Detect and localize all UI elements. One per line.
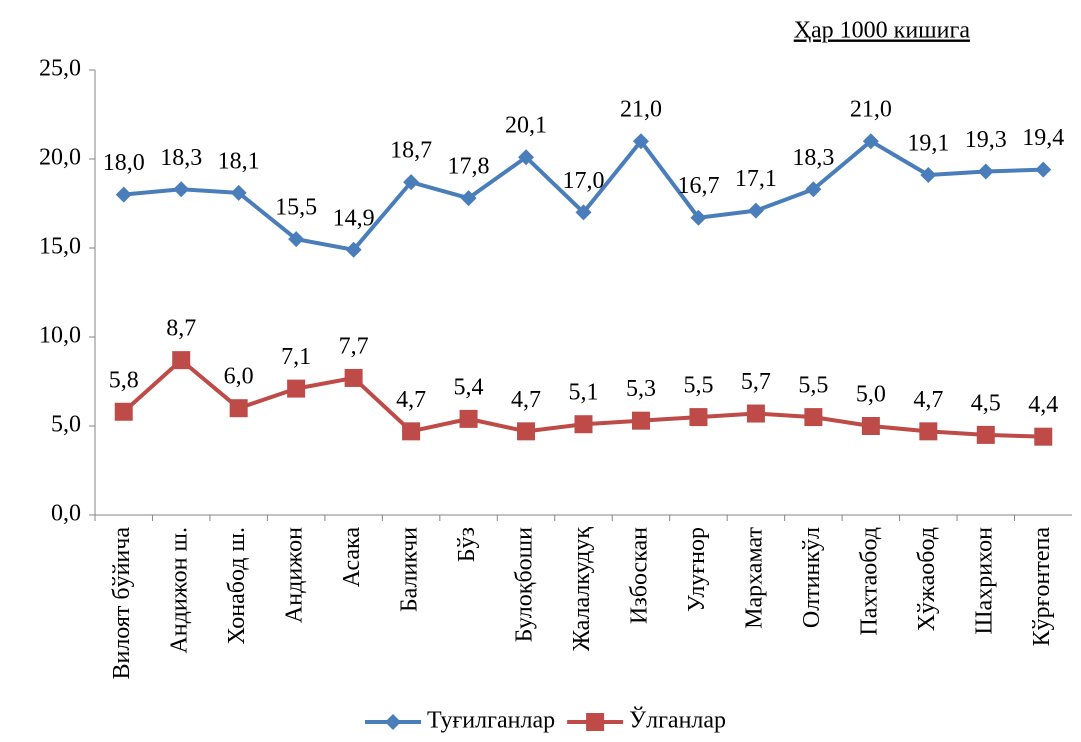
data-label: 5,5 [683, 373, 713, 399]
data-point [287, 379, 306, 398]
chart-subtitle: Ҳар 1000 кишига [794, 18, 971, 44]
data-label: 17,0 [563, 168, 605, 194]
data-label: 18,0 [103, 150, 145, 176]
data-point [172, 351, 191, 370]
data-label: 5,1 [569, 380, 599, 406]
y-tick-label: 10,0 [39, 323, 81, 349]
data-label: 7,1 [281, 344, 311, 370]
data-label: 19,3 [965, 127, 1007, 153]
x-tick-label: Булоқбоши [512, 527, 538, 642]
data-point [861, 417, 880, 435]
data-point [920, 167, 937, 184]
legend-marker [385, 714, 401, 730]
data-label: 4,7 [396, 387, 426, 413]
data-point [229, 399, 248, 418]
data-label: 4,7 [913, 387, 943, 413]
x-tick-label: Олтинкўл [799, 527, 825, 628]
data-point [1035, 161, 1052, 178]
data-label: 5,7 [741, 369, 771, 395]
data-label: 14,9 [333, 205, 375, 231]
x-tick-label: Жалалкудуқ [569, 527, 595, 652]
data-point [115, 186, 132, 203]
data-point [459, 409, 478, 428]
x-tick-label: Пахтаобод [856, 527, 882, 636]
data-label: 5,8 [109, 367, 139, 393]
data-label: 5,3 [626, 376, 656, 402]
x-tick-label: Кўрғонтепа [1029, 527, 1055, 647]
x-tick-label: Андижон [282, 527, 308, 623]
data-label: 21,0 [850, 97, 892, 123]
data-point [575, 204, 592, 221]
data-label: 19,4 [1022, 125, 1064, 151]
data-label: 17,8 [448, 154, 490, 180]
data-point [288, 231, 305, 248]
data-label: 5,0 [856, 382, 886, 408]
data-label: 16,7 [677, 173, 719, 199]
data-point [976, 425, 995, 444]
y-tick-label: 15,0 [39, 234, 81, 260]
data-point [1034, 427, 1053, 446]
data-point [173, 181, 190, 198]
x-tick-label: Избоскан [626, 527, 652, 624]
x-tick-label: Асака [339, 527, 365, 588]
data-label: 15,5 [275, 195, 317, 221]
data-point [518, 149, 535, 166]
data-label: 4,4 [1028, 392, 1058, 418]
data-label: 7,7 [339, 333, 369, 359]
x-tick-label: Баликчи [397, 527, 423, 612]
data-point [403, 174, 420, 191]
y-tick-label: 20,0 [39, 145, 81, 171]
data-label: 21,0 [620, 97, 662, 123]
data-point [574, 415, 593, 434]
data-label: 5,5 [798, 373, 828, 399]
x-tick-label: Хўжаобод [914, 527, 940, 631]
data-point [746, 404, 765, 423]
x-tick-label: Бўз [454, 527, 480, 562]
x-tick-label: Мархамат [741, 526, 767, 628]
data-point [631, 411, 650, 430]
data-label: 18,1 [218, 148, 260, 174]
y-tick-label: 0,0 [51, 501, 81, 527]
legend-marker [586, 713, 605, 731]
data-point [632, 133, 649, 150]
data-label: 8,7 [166, 316, 196, 342]
data-point [344, 368, 363, 387]
x-tick-label: Вилоят бўйича [109, 527, 135, 680]
data-point [862, 133, 879, 150]
data-label: 6,0 [224, 364, 254, 390]
x-tick-label: Шахрихон [971, 527, 997, 635]
x-tick-label: Улуғнор [684, 527, 710, 612]
data-label: 4,7 [511, 387, 541, 413]
data-point [747, 202, 764, 219]
data-point [919, 422, 938, 441]
data-point [114, 402, 133, 421]
data-point [402, 422, 421, 441]
series-line [123, 139, 1044, 252]
data-label: 18,3 [792, 145, 834, 171]
data-point [460, 190, 477, 207]
x-tick-label: Андижон ш. [167, 527, 193, 654]
data-label: 18,7 [390, 138, 432, 164]
data-label: 5,4 [454, 374, 484, 400]
data-point [345, 241, 362, 258]
data-label: 17,1 [735, 166, 777, 192]
data-label: 19,1 [907, 131, 949, 157]
y-tick-label: 25,0 [39, 56, 81, 82]
legend-label: Туғилганлар [427, 708, 555, 734]
data-label: 20,1 [505, 113, 547, 139]
data-point [977, 163, 994, 180]
data-label: 4,5 [971, 390, 1001, 416]
data-label: 18,3 [160, 145, 202, 171]
data-point [805, 181, 822, 198]
x-tick-label: Хонабод ш. [224, 527, 250, 645]
data-point [689, 408, 708, 427]
data-point [804, 408, 823, 427]
y-tick-label: 5,0 [51, 412, 81, 438]
legend-label: Ўлганлар [629, 708, 726, 734]
data-point [230, 184, 247, 201]
data-point [690, 209, 707, 226]
data-point [517, 422, 536, 441]
